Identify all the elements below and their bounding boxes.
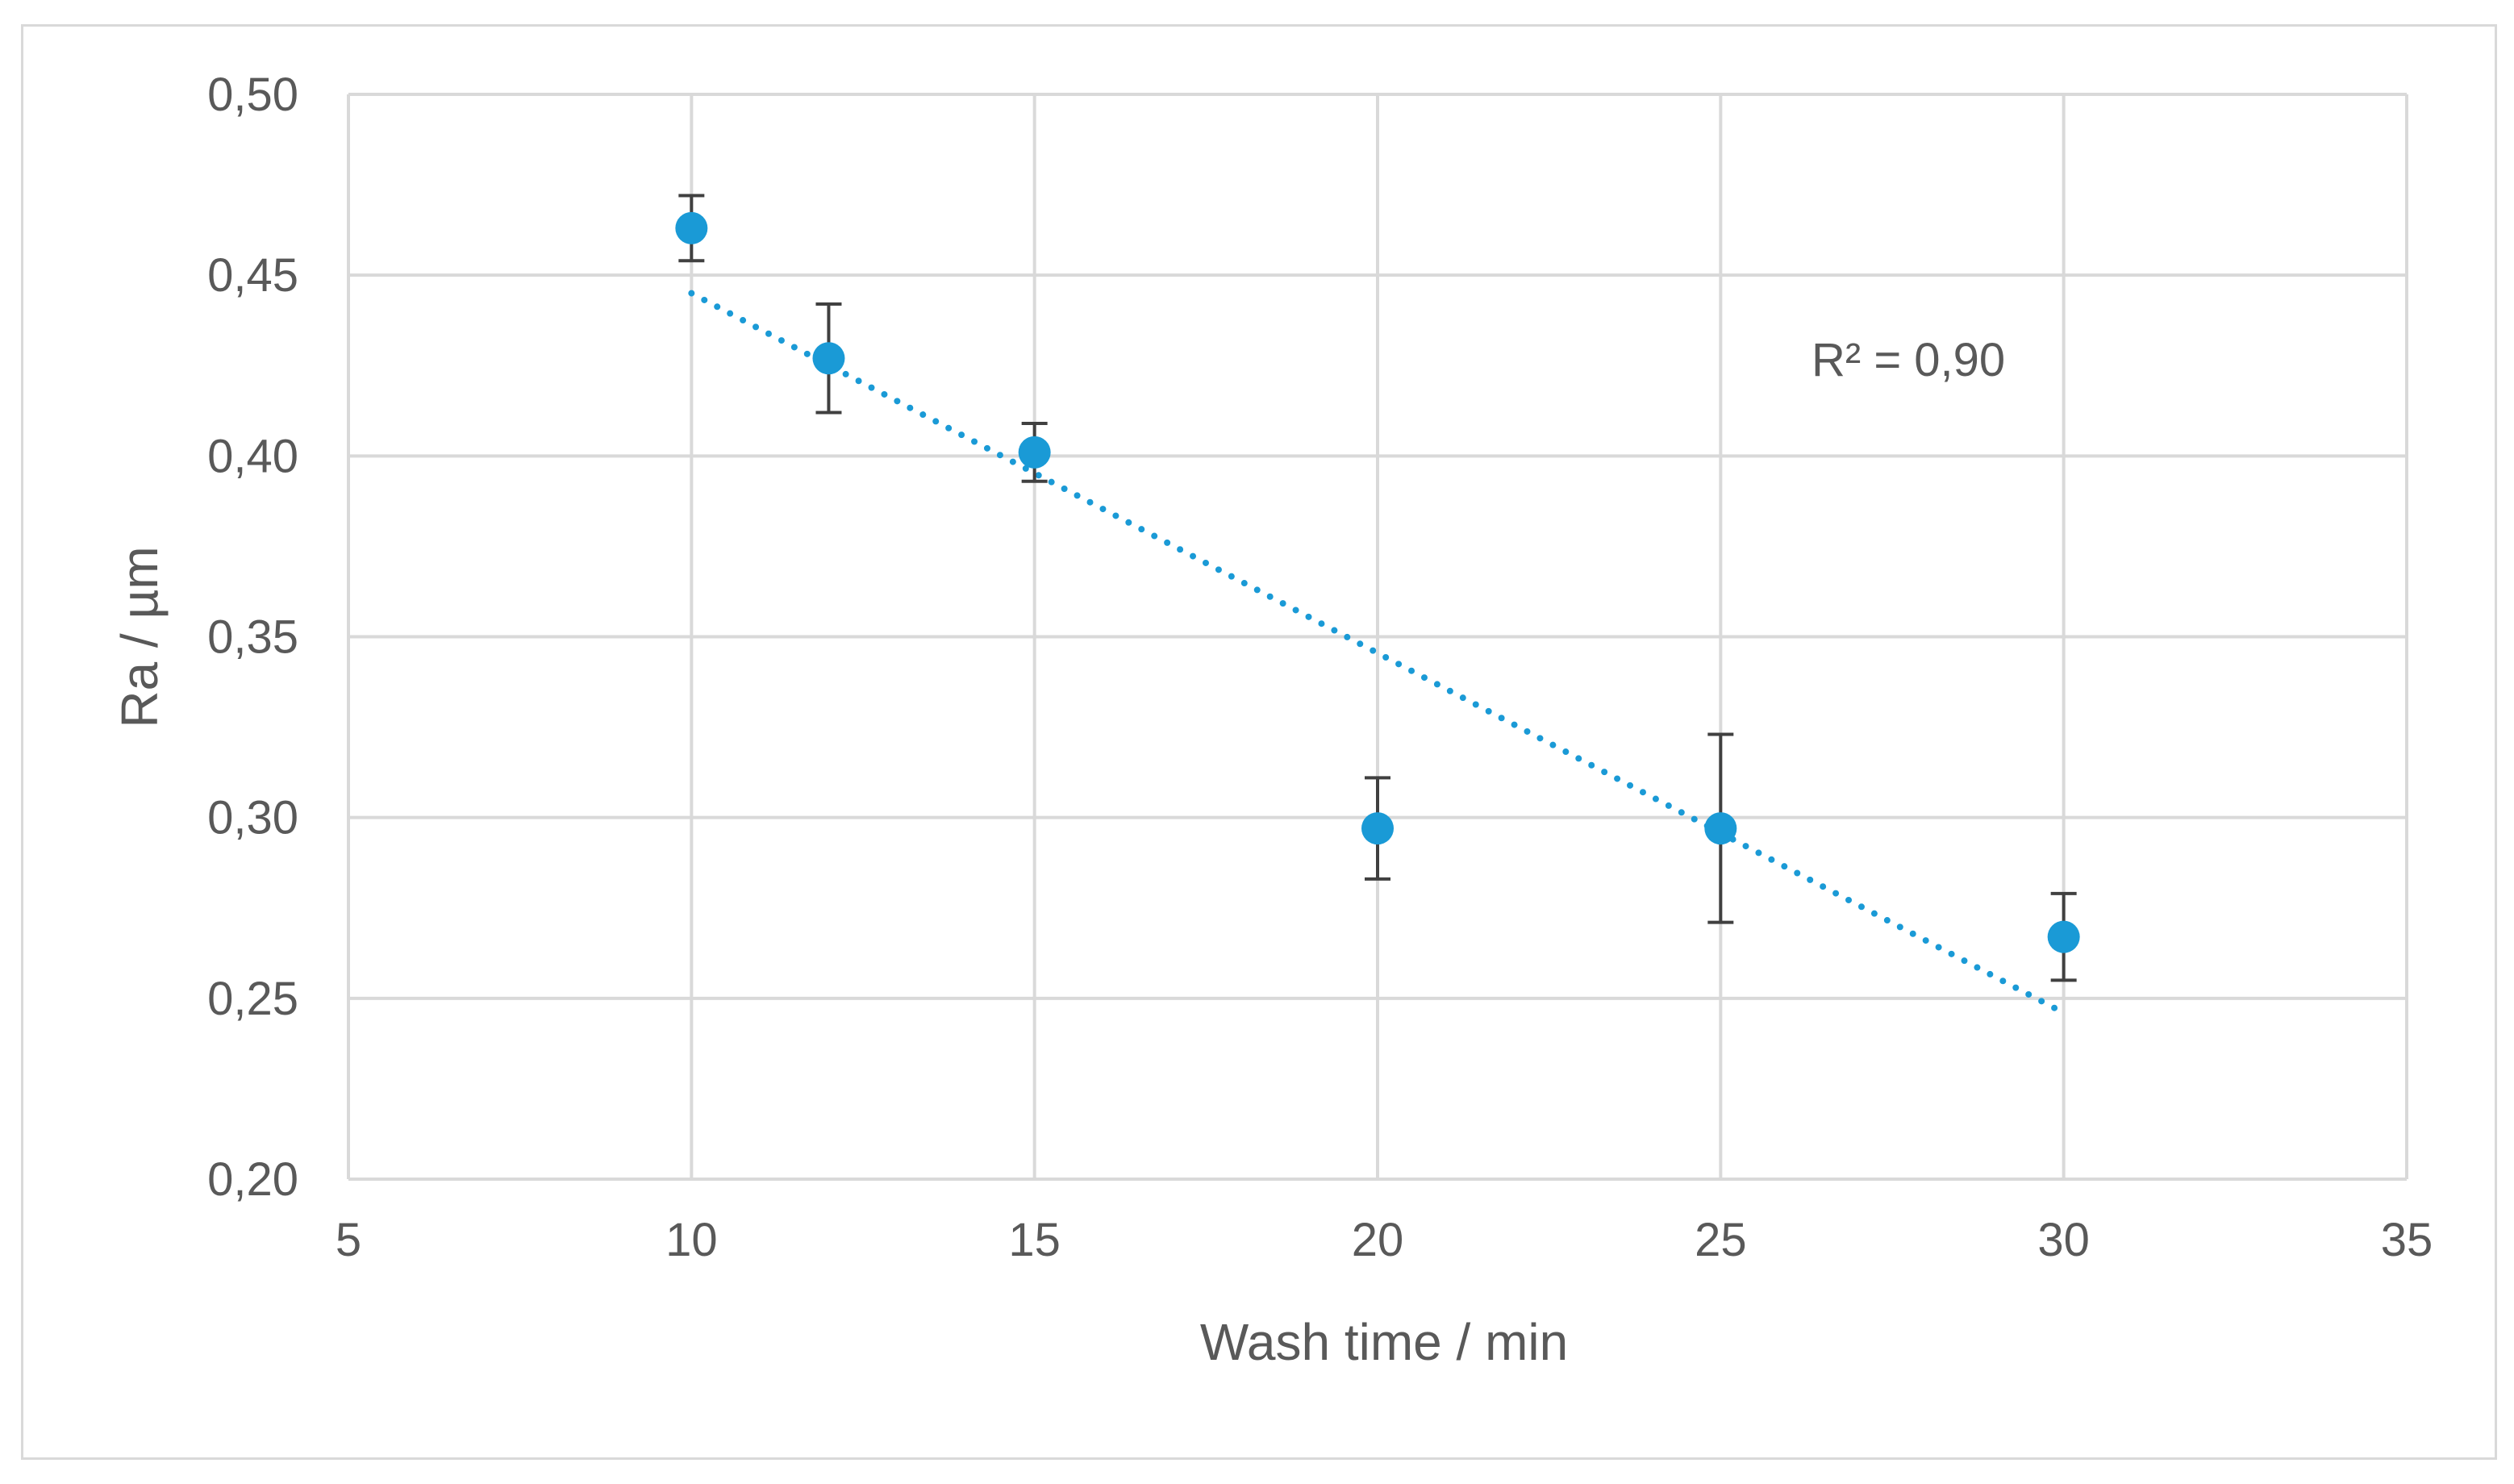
y-tick-label: 0,35 <box>207 611 298 664</box>
x-tick-labels: 5 10 15 20 25 30 35 <box>336 1214 2433 1266</box>
y-tick-labels: 0,20 0,25 0,30 0,35 0,40 0,45 0,50 <box>207 69 298 1206</box>
data-point <box>2047 920 2080 953</box>
trendline <box>688 290 2067 1016</box>
y-tick-label: 0,50 <box>207 69 298 121</box>
y-tick-label: 0,45 <box>207 249 298 302</box>
x-tick-label: 20 <box>1352 1214 1404 1266</box>
error-bar-layer <box>678 194 2077 982</box>
x-tick-label: 5 <box>336 1214 361 1266</box>
x-tick-label: 10 <box>665 1214 718 1266</box>
x-tick-label: 35 <box>2381 1214 2433 1266</box>
y-tick-label: 0,20 <box>207 1153 298 1206</box>
r-squared-annotation: R² = 0,90 <box>1811 334 2005 386</box>
y-tick-label: 0,30 <box>207 792 298 844</box>
x-tick-label: 30 <box>2037 1214 2090 1266</box>
x-tick-label: 15 <box>1008 1214 1061 1266</box>
trendline-layer <box>688 290 2067 1016</box>
data-point <box>675 211 708 244</box>
y-tick-label: 0,25 <box>207 973 298 1025</box>
data-point <box>1704 812 1737 845</box>
data-point-layer <box>675 211 2080 953</box>
data-point <box>1361 812 1394 845</box>
data-point <box>812 342 845 375</box>
y-axis-title: Ra / µm <box>110 546 169 727</box>
grid-layer <box>347 93 2408 1181</box>
chart-frame <box>21 24 2497 1460</box>
x-tick-label: 25 <box>1695 1214 1747 1266</box>
y-tick-label: 0,40 <box>207 430 298 482</box>
data-point <box>1018 436 1051 469</box>
x-axis-title: Wash time / min <box>1200 1313 1568 1371</box>
